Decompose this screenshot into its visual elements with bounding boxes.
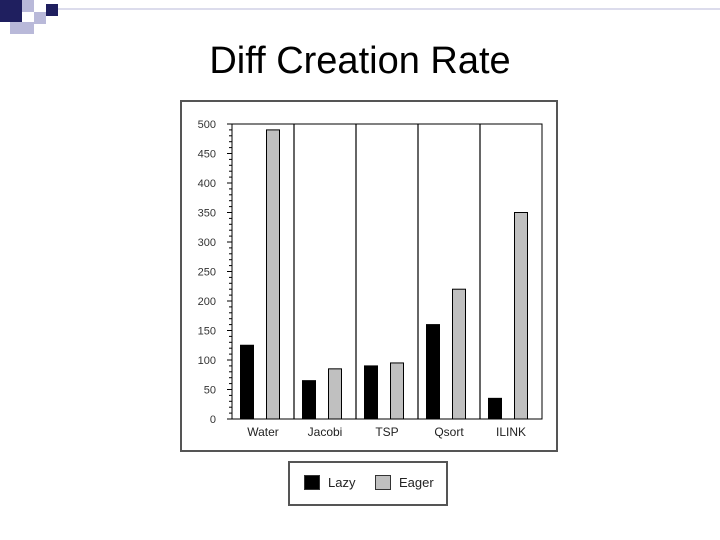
bar-eager-tsp — [390, 362, 404, 420]
y-tick-label: 0 — [210, 414, 216, 426]
x-tick-label: TSP — [375, 425, 398, 439]
chart-frame: 0 50 100 150 200 250 300 350 400 450 500 Water Jacob… — [180, 100, 558, 452]
bar-lazy-water — [240, 344, 254, 420]
deco-square — [34, 12, 46, 24]
bar-lazy-qsort — [426, 324, 440, 420]
legend-item-eager: Eager — [375, 475, 434, 490]
title-decoration — [0, 0, 720, 34]
y-tick-label: 100 — [198, 355, 216, 367]
bar-eager-qsort — [452, 288, 466, 420]
y-tick-label: 500 — [198, 119, 216, 131]
x-tick-label: Qsort — [434, 425, 464, 439]
x-tick-label: Water — [247, 425, 279, 439]
bar-eager-jacobi — [328, 368, 342, 420]
y-tick-label: 400 — [198, 178, 216, 190]
chart-legend: Lazy Eager — [288, 461, 448, 506]
bar-lazy-ilink — [488, 397, 502, 420]
deco-square — [10, 22, 22, 34]
y-tick-label: 300 — [198, 237, 216, 249]
y-tick-label: 50 — [204, 385, 216, 397]
slide-title: Diff Creation Rate — [209, 40, 511, 82]
y-tick-label: 200 — [198, 296, 216, 308]
deco-square-small — [46, 4, 58, 16]
deco-square-large — [0, 0, 22, 22]
y-tick-label: 450 — [198, 149, 216, 161]
legend-swatch-eager — [375, 475, 391, 490]
legend-label-lazy: Lazy — [328, 475, 356, 490]
bar-eager-water — [266, 129, 280, 420]
bar-lazy-tsp — [364, 365, 378, 420]
y-tick-label: 350 — [198, 208, 216, 220]
bar-eager-ilink — [514, 212, 528, 420]
legend-item-lazy: Lazy — [304, 475, 355, 490]
bar-chart: 0 50 100 150 200 250 300 350 400 450 500 Water Jacob… — [198, 119, 543, 439]
y-tick-label: 250 — [198, 267, 216, 279]
x-tick-label: ILINK — [496, 425, 526, 439]
legend-label-eager: Eager — [399, 475, 434, 490]
deco-square — [22, 0, 34, 12]
deco-square — [22, 22, 34, 34]
x-tick-label: Jacobi — [308, 425, 343, 439]
y-tick-label: 150 — [198, 326, 216, 338]
bar-lazy-jacobi — [302, 380, 316, 420]
legend-swatch-lazy — [304, 475, 320, 490]
